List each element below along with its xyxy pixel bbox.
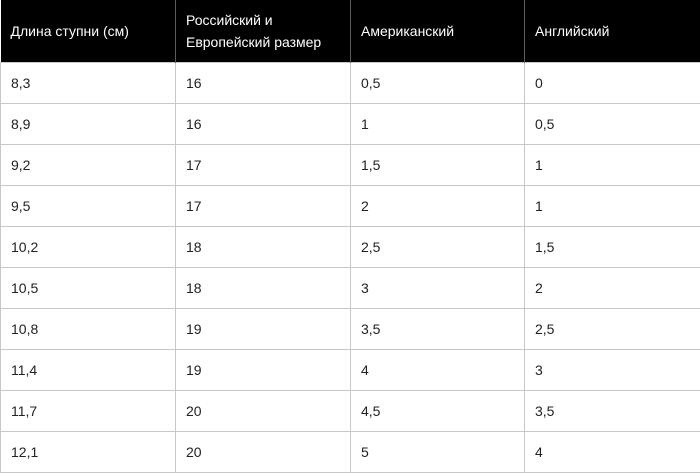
cell-ru-eu-size: 17 xyxy=(176,144,351,185)
cell-ru-eu-size: 16 xyxy=(176,62,351,103)
cell-uk-size: 1 xyxy=(525,185,700,226)
table-row: 10,8 19 3,5 2,5 xyxy=(1,308,700,349)
cell-foot-length: 8,3 xyxy=(1,62,176,103)
cell-foot-length: 11,7 xyxy=(1,390,176,431)
cell-foot-length: 8,9 xyxy=(1,103,176,144)
cell-uk-size: 1 xyxy=(525,144,700,185)
cell-ru-eu-size: 20 xyxy=(176,390,351,431)
cell-foot-length: 9,5 xyxy=(1,185,176,226)
table-row: 9,2 17 1,5 1 xyxy=(1,144,700,185)
cell-uk-size: 4 xyxy=(525,431,700,472)
cell-ru-eu-size: 17 xyxy=(176,185,351,226)
cell-ru-eu-size: 18 xyxy=(176,226,351,267)
table-header: Длина ступни (см) Российский и Европейск… xyxy=(1,0,700,62)
cell-us-size: 5 xyxy=(351,431,525,472)
cell-foot-length: 10,8 xyxy=(1,308,176,349)
cell-uk-size: 2,5 xyxy=(525,308,700,349)
cell-us-size: 2,5 xyxy=(351,226,525,267)
cell-ru-eu-size: 16 xyxy=(176,103,351,144)
cell-us-size: 3 xyxy=(351,267,525,308)
cell-foot-length: 10,2 xyxy=(1,226,176,267)
table-body: 8,3 16 0,5 0 8,9 16 1 0,5 9,2 17 1,5 1 9… xyxy=(1,62,700,472)
cell-ru-eu-size: 19 xyxy=(176,308,351,349)
table-row: 8,3 16 0,5 0 xyxy=(1,62,700,103)
cell-ru-eu-size: 19 xyxy=(176,349,351,390)
header-row: Длина ступни (см) Российский и Европейск… xyxy=(1,0,700,62)
cell-foot-length: 9,2 xyxy=(1,144,176,185)
table-row: 9,5 17 2 1 xyxy=(1,185,700,226)
cell-uk-size: 2 xyxy=(525,267,700,308)
table-row: 10,5 18 3 2 xyxy=(1,267,700,308)
cell-us-size: 2 xyxy=(351,185,525,226)
cell-foot-length: 10,5 xyxy=(1,267,176,308)
header-us-size: Американский xyxy=(351,0,525,62)
table-row: 8,9 16 1 0,5 xyxy=(1,103,700,144)
cell-foot-length: 12,1 xyxy=(1,431,176,472)
cell-uk-size: 1,5 xyxy=(525,226,700,267)
cell-us-size: 4 xyxy=(351,349,525,390)
cell-us-size: 3,5 xyxy=(351,308,525,349)
header-uk-size: Английский xyxy=(525,0,700,62)
cell-foot-length: 11,4 xyxy=(1,349,176,390)
header-ru-eu-size: Российский и Европейский размер xyxy=(176,0,351,62)
cell-uk-size: 3 xyxy=(525,349,700,390)
cell-uk-size: 0,5 xyxy=(525,103,700,144)
table-row: 11,4 19 4 3 xyxy=(1,349,700,390)
table-row: 11,7 20 4,5 3,5 xyxy=(1,390,700,431)
table-row: 10,2 18 2,5 1,5 xyxy=(1,226,700,267)
cell-us-size: 4,5 xyxy=(351,390,525,431)
table-row: 12,1 20 5 4 xyxy=(1,431,700,472)
cell-us-size: 1 xyxy=(351,103,525,144)
cell-ru-eu-size: 20 xyxy=(176,431,351,472)
cell-ru-eu-size: 18 xyxy=(176,267,351,308)
cell-us-size: 0,5 xyxy=(351,62,525,103)
cell-us-size: 1,5 xyxy=(351,144,525,185)
cell-uk-size: 0 xyxy=(525,62,700,103)
header-foot-length: Длина ступни (см) xyxy=(1,0,176,62)
cell-uk-size: 3,5 xyxy=(525,390,700,431)
